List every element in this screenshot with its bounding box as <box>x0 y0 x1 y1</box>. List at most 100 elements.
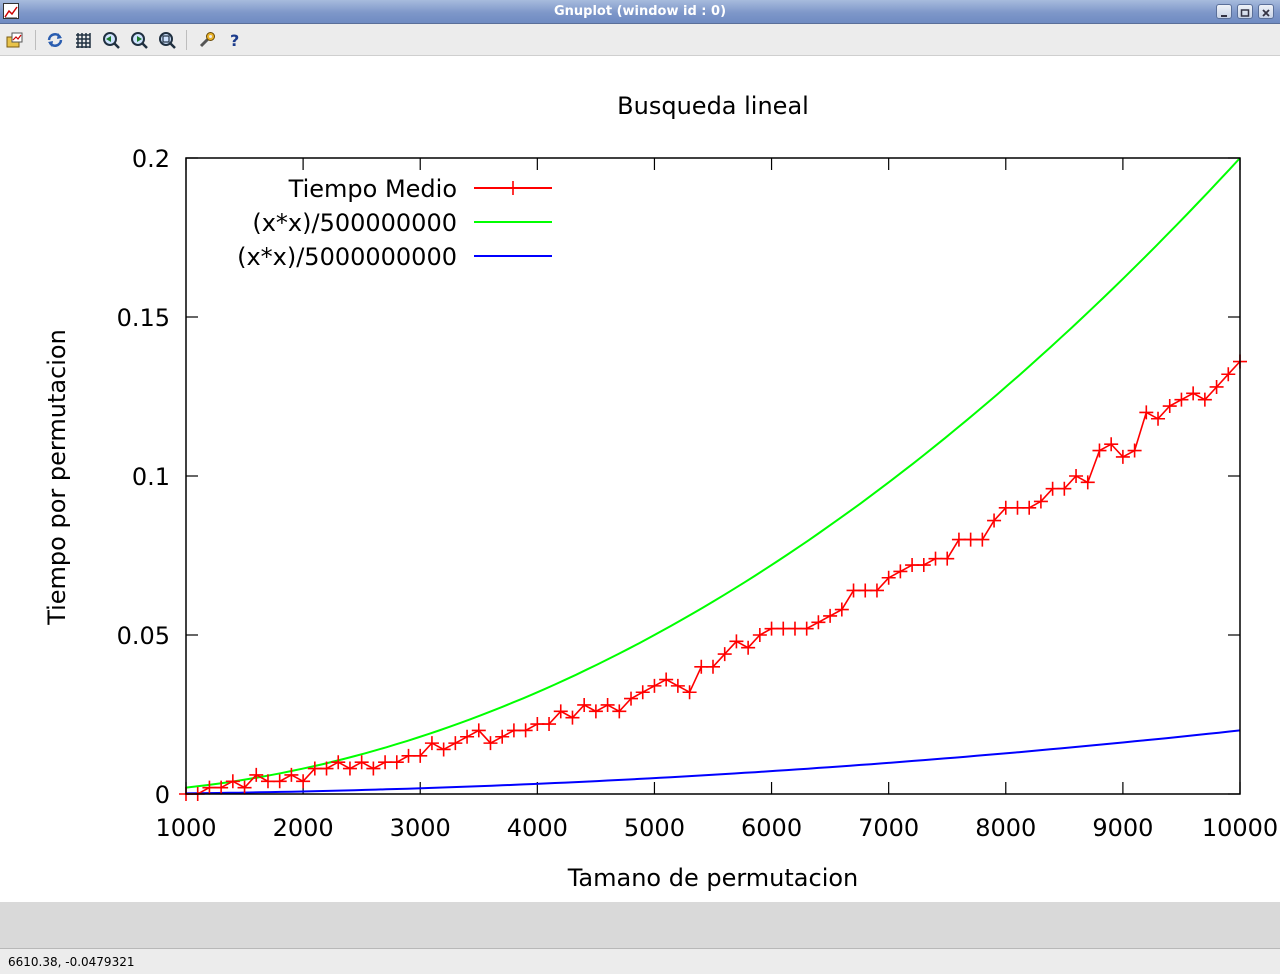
x-tick-label: 7000 <box>858 814 919 842</box>
data-point-marker <box>846 583 861 598</box>
x-tick-label: 2000 <box>273 814 334 842</box>
data-point-marker <box>916 558 931 573</box>
plot-canvas: Busqueda lineal Tamano de permutacion Ti… <box>43 92 1278 892</box>
data-point-marker <box>436 742 451 757</box>
data-point-marker <box>389 755 404 770</box>
replot-icon[interactable] <box>46 31 64 49</box>
data-point-marker <box>799 621 814 636</box>
data-point-marker <box>1057 481 1072 496</box>
toolbar-separator <box>35 30 36 50</box>
data-point-marker <box>202 780 217 795</box>
data-point-marker <box>366 761 381 776</box>
x-tick-label: 4000 <box>507 814 568 842</box>
y-tick-label: 0.05 <box>117 622 170 650</box>
data-point-marker <box>729 634 744 649</box>
data-point-marker <box>752 628 767 642</box>
status-bar: 6610.38, -0.0479321 <box>0 948 1280 974</box>
plot-border <box>185 157 1241 795</box>
data-point-marker <box>225 774 240 789</box>
data-point-marker <box>834 602 849 617</box>
app-icon <box>3 3 19 19</box>
data-point-marker <box>1151 411 1166 426</box>
data-point-marker <box>1186 386 1201 401</box>
help-icon[interactable]: ? <box>226 31 244 50</box>
data-point-marker <box>987 513 1002 528</box>
x-tick-label: 8000 <box>975 814 1036 842</box>
plot-area[interactable]: Busqueda lineal Tamano de permutacion Ti… <box>0 56 1280 902</box>
data-point-marker <box>307 761 322 776</box>
data-point-marker <box>1022 500 1037 515</box>
legend-label: Tiempo Medio <box>288 175 457 203</box>
data-point-marker <box>893 564 908 579</box>
data-point-marker <box>1069 469 1084 483</box>
options-icon[interactable] <box>198 31 216 49</box>
data-point-marker <box>565 710 580 725</box>
x-tick-label: 10000 <box>1202 814 1278 842</box>
data-point-marker <box>471 723 486 738</box>
data-point-marker <box>764 621 779 636</box>
data-point-marker <box>940 551 955 566</box>
data-point-marker <box>635 685 650 700</box>
data-point-marker <box>1092 443 1107 458</box>
data-point-marker <box>647 678 662 693</box>
data-point-marker <box>495 729 510 744</box>
maximize-button[interactable] <box>1237 4 1253 19</box>
zoom-next-icon[interactable] <box>130 31 148 49</box>
mouse-coordinates: 6610.38, -0.0479321 <box>8 955 135 969</box>
data-point-marker <box>413 748 428 763</box>
data-point-marker <box>506 723 521 738</box>
data-point-marker <box>811 615 826 630</box>
data-point-marker <box>1045 481 1060 496</box>
y-tick-label: 0.15 <box>117 304 170 332</box>
x-tick-label: 9000 <box>1092 814 1153 842</box>
data-point-marker <box>319 761 334 776</box>
y-tick-label: 0.2 <box>132 145 170 173</box>
data-point-marker <box>214 780 229 795</box>
x-tick-label: 6000 <box>741 814 802 842</box>
data-point-marker <box>787 621 802 636</box>
data-point-marker <box>670 678 685 693</box>
data-point-marker <box>928 551 943 566</box>
grid-icon[interactable] <box>74 31 92 49</box>
data-point-marker <box>706 659 720 674</box>
data-point-marker <box>378 755 393 770</box>
data-point-marker <box>460 729 475 744</box>
data-point-marker <box>682 685 697 700</box>
data-point-marker <box>998 500 1013 515</box>
data-point-marker <box>869 583 884 598</box>
legend-label: (x*x)/5000000000 <box>237 243 457 271</box>
data-point-marker <box>975 532 990 547</box>
close-button[interactable] <box>1258 4 1274 19</box>
unzoom-icon[interactable] <box>158 31 176 49</box>
data-point-marker <box>881 570 896 585</box>
data-point-marker <box>260 774 275 789</box>
data-point-marker <box>1127 443 1142 458</box>
data-point-marker <box>1080 475 1095 490</box>
data-point-marker <box>342 761 357 776</box>
data-point-marker <box>1197 392 1212 407</box>
export-icon[interactable] <box>6 31 24 49</box>
toolbar-separator <box>186 30 187 50</box>
zoom-previous-icon[interactable] <box>102 31 120 49</box>
series-line-1 <box>185 157 1241 789</box>
y-tick-label: 0 <box>155 781 170 809</box>
x-tick-label: 1000 <box>155 814 216 842</box>
data-point-marker <box>296 774 311 789</box>
title-bar: Gnuplot (window id : 0) <box>0 0 1280 24</box>
data-point-marker <box>542 717 557 732</box>
x-axis-label: Tamano de permutacion <box>567 864 859 892</box>
data-point-marker <box>951 532 966 547</box>
data-point-marker <box>331 755 346 770</box>
data-point-marker <box>530 717 545 732</box>
data-point-marker <box>717 647 732 662</box>
data-point-marker <box>1162 399 1177 414</box>
data-point-marker <box>612 704 627 719</box>
data-point-marker <box>776 621 791 636</box>
data-point-marker <box>553 704 568 719</box>
data-point-marker <box>858 583 873 598</box>
minimize-button[interactable] <box>1216 4 1232 19</box>
data-point-marker <box>1010 500 1025 515</box>
data-point-marker <box>249 767 264 782</box>
toolbar: ? <box>0 24 1280 56</box>
legend-label: (x*x)/500000000 <box>252 209 457 237</box>
